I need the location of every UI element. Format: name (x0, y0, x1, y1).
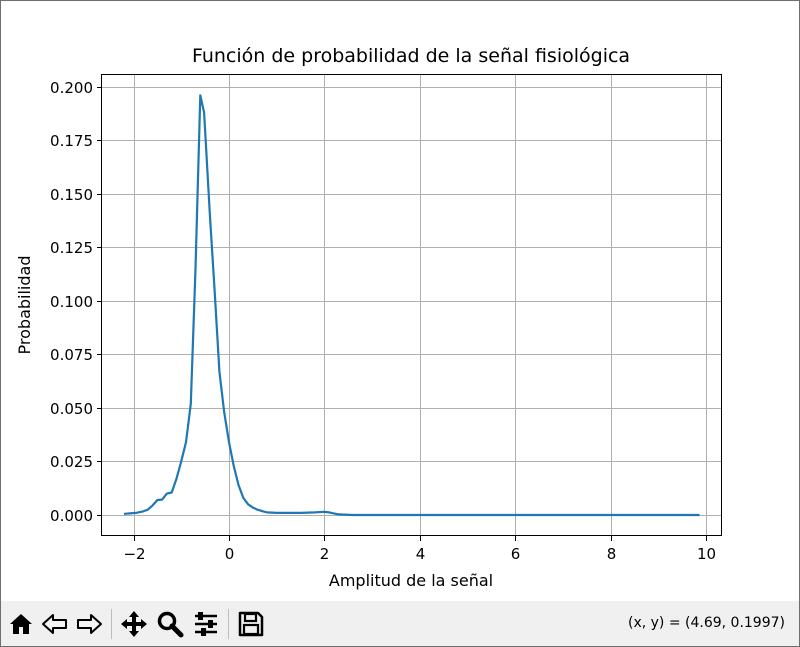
y-tick-label: 0.000 (50, 507, 93, 525)
y-tick-label: 0.125 (50, 239, 93, 257)
toolbar-separator (111, 609, 112, 639)
floppy-disk-icon (238, 611, 264, 637)
home-button[interactable] (5, 608, 37, 640)
x-tick-label: 10 (697, 545, 716, 563)
y-tick-label: 0.200 (50, 79, 93, 97)
chart-title: Función de probabilidad de la señal fisi… (192, 45, 630, 67)
configure-subplots-button[interactable] (190, 608, 222, 640)
series-layer (123, 94, 700, 517)
x-tick-label: 4 (416, 545, 426, 563)
pan-button[interactable] (118, 608, 150, 640)
magnifier-icon (157, 611, 184, 638)
navigation-toolbar: (x, y) = (4.69, 0.1997) (1, 601, 799, 646)
y-tick-label: 0.100 (50, 293, 93, 311)
y-tick-label: 0.175 (50, 132, 93, 150)
series-line (123, 94, 700, 517)
home-icon (10, 614, 32, 634)
toolbar-separator (228, 609, 229, 639)
grid (102, 75, 722, 536)
y-axis-label: Probabilidad (15, 256, 34, 355)
x-tick-label: −2 (123, 545, 145, 563)
ticks: −2 0 2 4 6 8 10 0.000 0.025 0.050 0.075 0.100 0.125 0… (50, 79, 716, 563)
arrow-right-icon (77, 614, 102, 634)
y-tick-label: 0.025 (50, 453, 93, 471)
x-tick-label: 6 (511, 545, 521, 563)
axes-frame (101, 74, 722, 536)
y-tick-label: 0.150 (50, 186, 93, 204)
arrow-left-icon (42, 614, 67, 634)
x-axis-label: Amplitud de la señal (329, 571, 493, 590)
move-icon (121, 611, 147, 637)
x-tick-label: 2 (320, 545, 330, 563)
figure-canvas: Función de probabilidad de la señal fisi… (1, 1, 799, 601)
cursor-coordinates: (x, y) = (4.69, 0.1997) (627, 615, 785, 631)
forward-button[interactable] (73, 608, 105, 640)
back-button[interactable] (39, 608, 71, 640)
y-tick-label: 0.050 (50, 400, 93, 418)
x-tick-label: 0 (225, 545, 235, 563)
sliders-icon (195, 612, 217, 636)
zoom-button[interactable] (154, 608, 186, 640)
y-tick-label: 0.075 (50, 346, 93, 364)
x-tick-label: 8 (607, 545, 617, 563)
save-button[interactable] (235, 608, 267, 640)
